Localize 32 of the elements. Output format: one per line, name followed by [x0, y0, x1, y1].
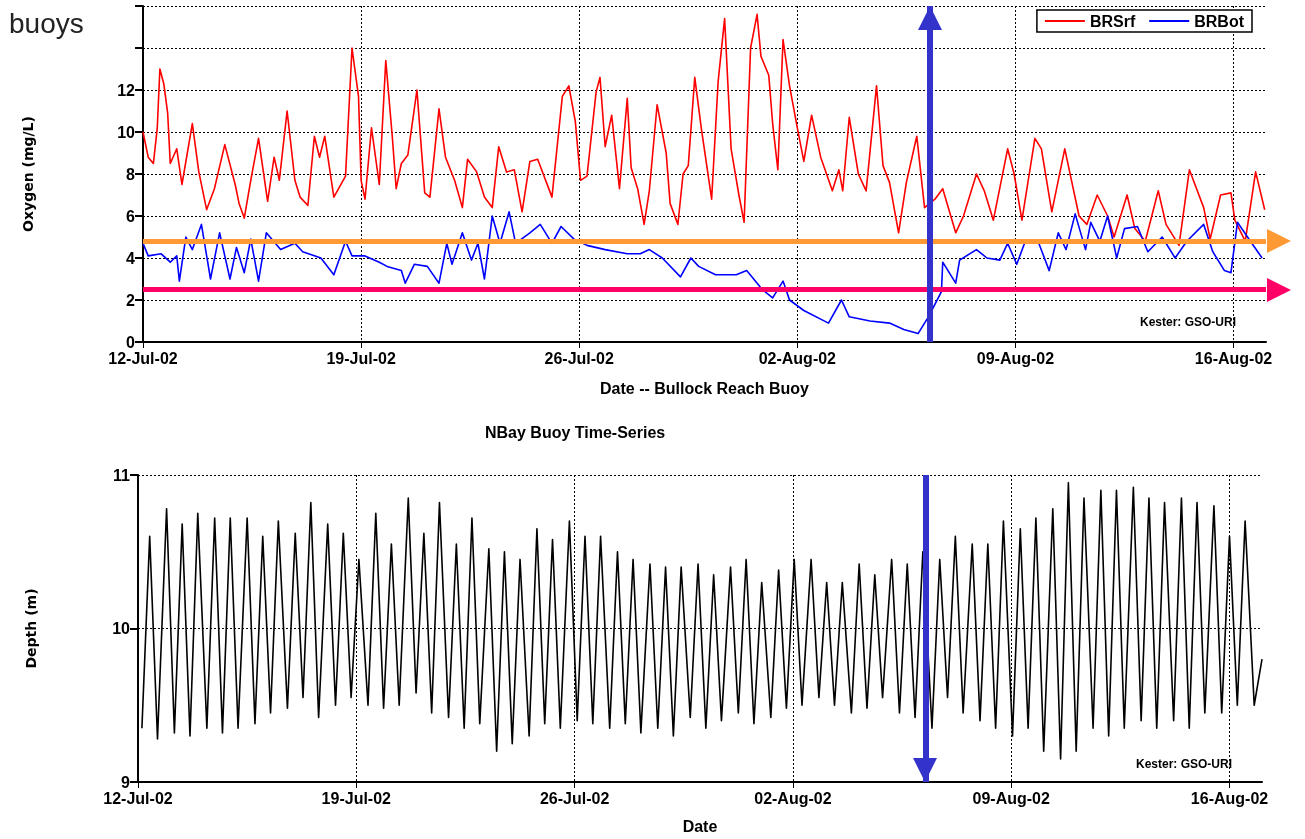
x-tick-label: 16-Aug-02: [1190, 789, 1269, 807]
y-tick-label: 9: [121, 773, 131, 791]
x-axis-title: Date: [682, 817, 718, 835]
x-tick-label: 19-Jul-02: [326, 349, 396, 367]
annotation: Kester: GSO-URI: [1139, 315, 1237, 329]
y-tick-label: 10: [112, 620, 131, 637]
x-tick-label: 19-Jul-02: [321, 789, 392, 807]
x-axis-title: Date -- Bullock Reach Buoy: [600, 379, 810, 397]
legend-label: BRBot: [1194, 12, 1245, 30]
x-tick-label: 09-Aug-02: [976, 349, 1055, 367]
x-tick-label: 26-Jul-02: [544, 349, 614, 367]
y-axis-title: Oxygen (mg/L): [20, 116, 36, 232]
y-tick-label: 12: [117, 81, 136, 99]
y-tick-label: 4: [126, 249, 136, 267]
chart-title: NBay Buoy Time-Series: [485, 423, 666, 441]
x-tick-label: 02-Aug-02: [754, 789, 832, 807]
x-tick-label: 02-Aug-02: [758, 349, 837, 367]
legend-label: BRSrf: [1089, 12, 1136, 30]
x-tick-label: 16-Aug-02: [1194, 349, 1273, 367]
chart-title: buoys: [9, 7, 84, 39]
y-axis-title: Depth (m): [23, 588, 39, 669]
x-tick-label: 26-Jul-02: [539, 789, 610, 807]
x-tick-label: 12-Jul-02: [103, 789, 173, 807]
y-tick-label: 10: [117, 123, 136, 141]
y-tick-label: 6: [126, 207, 136, 225]
y-tick-label: 0: [126, 333, 136, 351]
y-tick-label: 11: [113, 466, 131, 484]
x-tick-label: 12-Jul-02: [108, 349, 178, 367]
x-tick-label: 09-Aug-02: [972, 789, 1050, 807]
y-tick-label: 2: [126, 291, 136, 309]
y-tick-label: 8: [126, 165, 136, 183]
annotation: Kester: GSO-URI: [1135, 757, 1233, 771]
